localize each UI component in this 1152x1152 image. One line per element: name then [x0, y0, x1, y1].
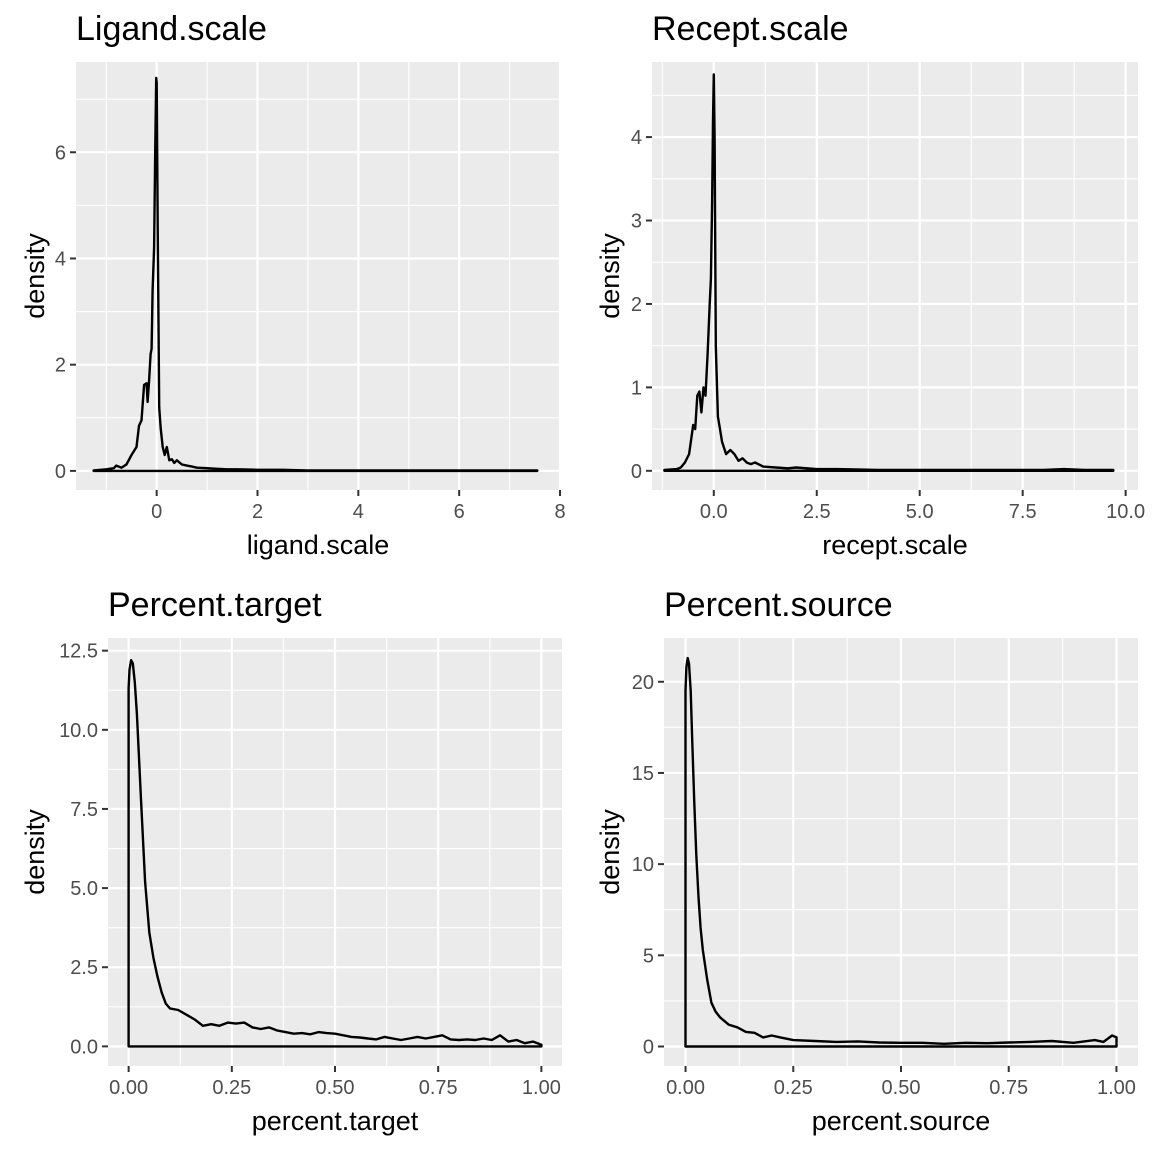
y-tick-label: 2	[631, 294, 642, 316]
y-tick-label: 4	[631, 127, 642, 149]
y-tick-label: 10	[632, 854, 654, 876]
x-tick-label: 7.5	[1009, 501, 1037, 523]
x-tick-label: 0.25	[774, 1077, 813, 1099]
y-tick-label: 20	[632, 672, 654, 694]
x-axis-title: percent.target	[252, 1106, 419, 1136]
x-tick-label: 0.25	[212, 1077, 251, 1099]
chart-panel-1: 0 2 4 6 8 0 2 4 6 Ligand.scale ligand.scale density	[20, 10, 565, 560]
y-tick-label: 5.0	[70, 878, 98, 900]
chart-panel-4: 0.00 0.25 0.50 0.75 1.00 0 5 10 15 20 Percent.sour…	[595, 586, 1138, 1136]
chart-panel-3: 0.00 0.25 0.50 0.75 1.00 0.0 2.5 5.0 7.5 10.0 12.5…	[20, 586, 562, 1136]
x-axis-title: ligand.scale	[247, 530, 390, 560]
density-curve	[92, 76, 539, 473]
x-tick-label: 2	[252, 501, 263, 523]
y-tick-label: 2.5	[70, 957, 98, 979]
density-curve	[127, 659, 543, 1048]
panel-title: Ligand.scale	[76, 10, 267, 48]
y-axis-title: density	[595, 233, 625, 319]
x-tick-label: 8	[554, 501, 565, 523]
panel-title: Percent.source	[664, 586, 893, 624]
x-tick-label: 10.0	[1106, 501, 1145, 523]
y-axis-title: density	[20, 233, 50, 319]
x-tick-label: 1.00	[522, 1077, 561, 1099]
x-tick-label: 5.0	[906, 501, 934, 523]
x-axis-title: recept.scale	[822, 530, 968, 560]
y-tick-label: 5	[643, 945, 654, 967]
x-tick-label: 0.0	[700, 501, 728, 523]
y-tick-label: 6	[55, 142, 66, 164]
y-tick-label: 0	[643, 1036, 654, 1058]
y-tick-label: 10.0	[59, 720, 98, 742]
x-axis-title: percent.source	[812, 1106, 991, 1136]
x-tick-label: 4	[353, 501, 364, 523]
y-axis-title: density	[595, 809, 625, 895]
x-tick-label: 0.75	[989, 1077, 1028, 1099]
x-tick-label: 1.00	[1097, 1077, 1136, 1099]
density-curve	[663, 73, 1115, 472]
panel-title: Percent.target	[108, 586, 322, 624]
x-tick-label: 0	[151, 501, 162, 523]
x-tick-label: 6	[454, 501, 465, 523]
panel-title: Recept.scale	[652, 10, 849, 48]
y-tick-label: 4	[55, 248, 66, 270]
y-tick-label: 15	[632, 763, 654, 785]
y-tick-label: 3	[631, 211, 642, 233]
y-tick-label: 0	[631, 461, 642, 483]
plot-background	[652, 62, 1138, 490]
x-tick-label: 0.00	[109, 1077, 148, 1099]
y-axis-title: density	[20, 809, 50, 895]
plot-background	[76, 62, 560, 490]
y-tick-label: 1	[631, 377, 642, 399]
y-tick-label: 7.5	[70, 799, 98, 821]
x-tick-label: 0.75	[419, 1077, 458, 1099]
x-tick-label: 2.5	[803, 501, 831, 523]
x-tick-label: 0.00	[666, 1077, 705, 1099]
chart-panel-2: 0.0 2.5 5.0 7.5 10.0 0 1 2 3 4 Recept.scale recept.…	[595, 10, 1145, 560]
y-tick-label: 0	[55, 461, 66, 483]
y-tick-label: 2	[55, 355, 66, 377]
y-tick-label: 12.5	[59, 641, 98, 663]
y-tick-label: 0.0	[70, 1036, 98, 1058]
x-tick-label: 0.50	[316, 1077, 355, 1099]
density-curve	[684, 656, 1118, 1048]
x-tick-label: 0.50	[882, 1077, 921, 1099]
